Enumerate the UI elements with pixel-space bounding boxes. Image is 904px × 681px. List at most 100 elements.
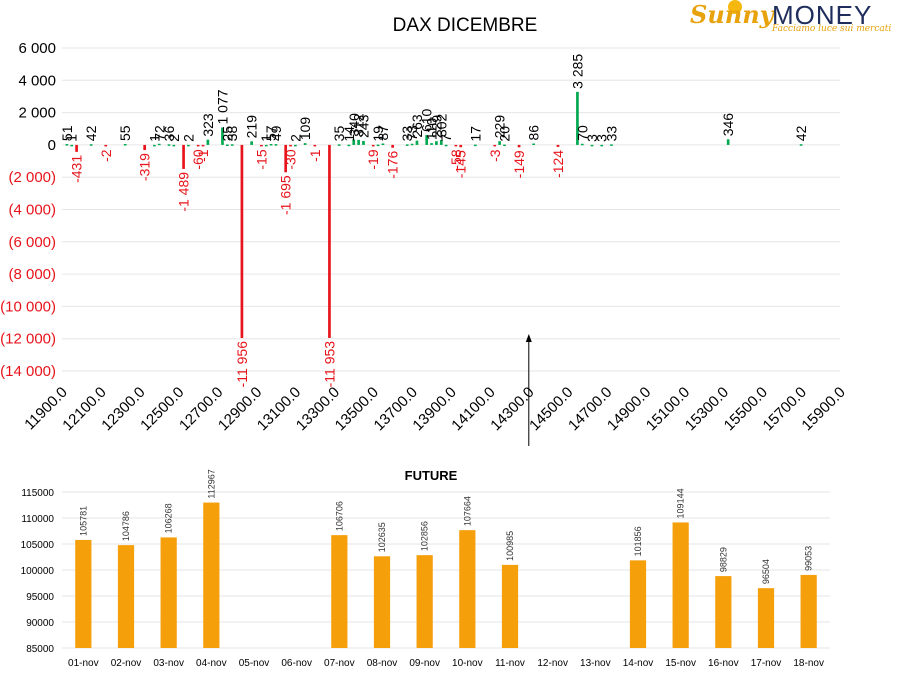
main-data-label: -3 — [487, 149, 503, 162]
future-data-label: 101856 — [633, 526, 643, 556]
main-bar — [576, 91, 579, 145]
main-bar — [225, 144, 229, 146]
main-y-tick-label: 6 000 — [18, 40, 56, 57]
future-x-axis: 01-nov 02-nov 03-nov 04-nov 05-nov 06-nov 07-n… — [68, 658, 824, 669]
future-y-tick-label: 115000 — [21, 488, 54, 499]
main-bar — [289, 144, 292, 147]
main-data-label: 73 — [404, 125, 420, 141]
main-y-tick-label: (12 000) — [0, 331, 56, 348]
main-data-label: 2 — [180, 134, 196, 142]
main-bar — [187, 144, 190, 147]
main-bar — [250, 141, 253, 145]
main-data-label: 25 — [219, 126, 235, 142]
main-data-label: -176 — [385, 151, 401, 179]
main-data-label: 51 — [59, 125, 75, 141]
main-bar — [221, 127, 224, 145]
main-bar — [172, 144, 176, 147]
main-data-label: -431 — [69, 155, 85, 183]
future-data-label: 102635 — [377, 522, 387, 552]
sun-icon — [728, 0, 742, 14]
future-bar — [75, 539, 92, 648]
future-chart: FUTURE 115000 110000 105000 100000 95000 9000… — [21, 468, 830, 669]
main-data-label: 72 — [151, 125, 167, 141]
future-y-tick-label: 110000 — [21, 514, 54, 525]
main-data-label: -1 489 — [176, 172, 192, 212]
future-bar — [203, 502, 220, 648]
main-bar — [498, 141, 501, 145]
future-bar — [629, 560, 647, 648]
main-bar — [240, 144, 244, 338]
main-bar — [435, 141, 438, 145]
main-data-label: -11 953 — [321, 341, 337, 388]
main-bar — [473, 144, 477, 147]
future-data-label: 96504 — [761, 559, 771, 584]
main-bar — [182, 144, 185, 169]
main-bar — [303, 143, 307, 145]
main-data-label: 109 — [297, 117, 313, 141]
future-data-label: 100985 — [505, 531, 515, 561]
main-data-label: -60 — [190, 149, 206, 169]
main-data-label: 610 — [419, 108, 435, 132]
main-data-label: 1 — [146, 134, 162, 142]
main-data-label: 49 — [268, 125, 284, 141]
main-bar — [294, 144, 297, 147]
future-x-tick-label: 15-nov — [665, 658, 696, 669]
main-bar — [337, 144, 341, 146]
main-data-label: 35 — [331, 126, 347, 142]
future-data-label: 102856 — [420, 521, 430, 551]
main-data-label: 70 — [574, 125, 590, 141]
main-bar — [123, 144, 127, 146]
future-bar — [757, 588, 775, 648]
future-x-tick-label: 08-nov — [367, 658, 398, 669]
main-bar — [799, 144, 803, 146]
main-data-label: 346 — [720, 113, 736, 137]
main-bar — [75, 144, 78, 152]
future-data-label: 106268 — [164, 503, 174, 533]
main-data-label: 86 — [526, 125, 542, 141]
main-data-label: 1 — [258, 134, 274, 142]
main-bar — [328, 144, 331, 338]
main-data-label: 2 — [166, 134, 182, 142]
main-data-label: 219 — [244, 115, 260, 139]
main-data-label: -1 695 — [278, 175, 294, 215]
main-bar — [454, 144, 458, 147]
main-data-label: 7 — [438, 134, 454, 142]
future-y-tick-label: 90000 — [26, 618, 54, 629]
main-data-label: 55 — [117, 125, 133, 141]
future-bar — [160, 537, 177, 648]
main-bar — [493, 144, 497, 147]
main-gridlines — [62, 47, 840, 372]
main-data-label: 14 — [341, 126, 357, 142]
main-data-label: -149 — [511, 150, 527, 178]
main-data-label: -19 — [365, 149, 381, 169]
main-bar — [89, 144, 93, 146]
main-y-tick-label: (2 000) — [8, 169, 56, 186]
future-x-tick-label: 07-nov — [324, 658, 355, 669]
future-bar — [331, 535, 348, 648]
main-bar — [104, 144, 108, 147]
future-data-label: 112967 — [206, 469, 216, 498]
future-x-tick-label: 05-nov — [239, 658, 270, 669]
future-data-label: 109144 — [676, 488, 686, 518]
main-bar — [459, 144, 463, 148]
main-bar — [405, 144, 409, 146]
sunny-money-logo: Sunny MONEY Facciamo luce sui mercati — [688, 0, 898, 40]
main-bar — [503, 144, 506, 147]
arrow-head — [525, 334, 532, 342]
main-y-tick-label: (8 000) — [8, 266, 56, 283]
main-bar — [201, 144, 205, 147]
main-data-label: 110 — [424, 118, 440, 141]
logo-tagline: Facciamo luce sui mercati — [772, 24, 892, 34]
future-x-tick-label: 14-nov — [623, 658, 654, 669]
main-bar — [357, 139, 360, 145]
future-gridlines — [62, 491, 830, 649]
main-x-tick-label: 15900.0 — [798, 384, 848, 434]
future-data-label: 104786 — [121, 511, 131, 541]
future-data-labels: 105781 104786 106268 112967 106706 102635 1028… — [78, 469, 813, 584]
main-data-label: -124 — [550, 150, 566, 178]
future-bar — [459, 530, 476, 648]
main-bar — [556, 144, 560, 147]
future-y-axis: 115000 110000 105000 100000 95000 90000 85000 — [21, 488, 55, 655]
main-bar — [264, 144, 268, 147]
